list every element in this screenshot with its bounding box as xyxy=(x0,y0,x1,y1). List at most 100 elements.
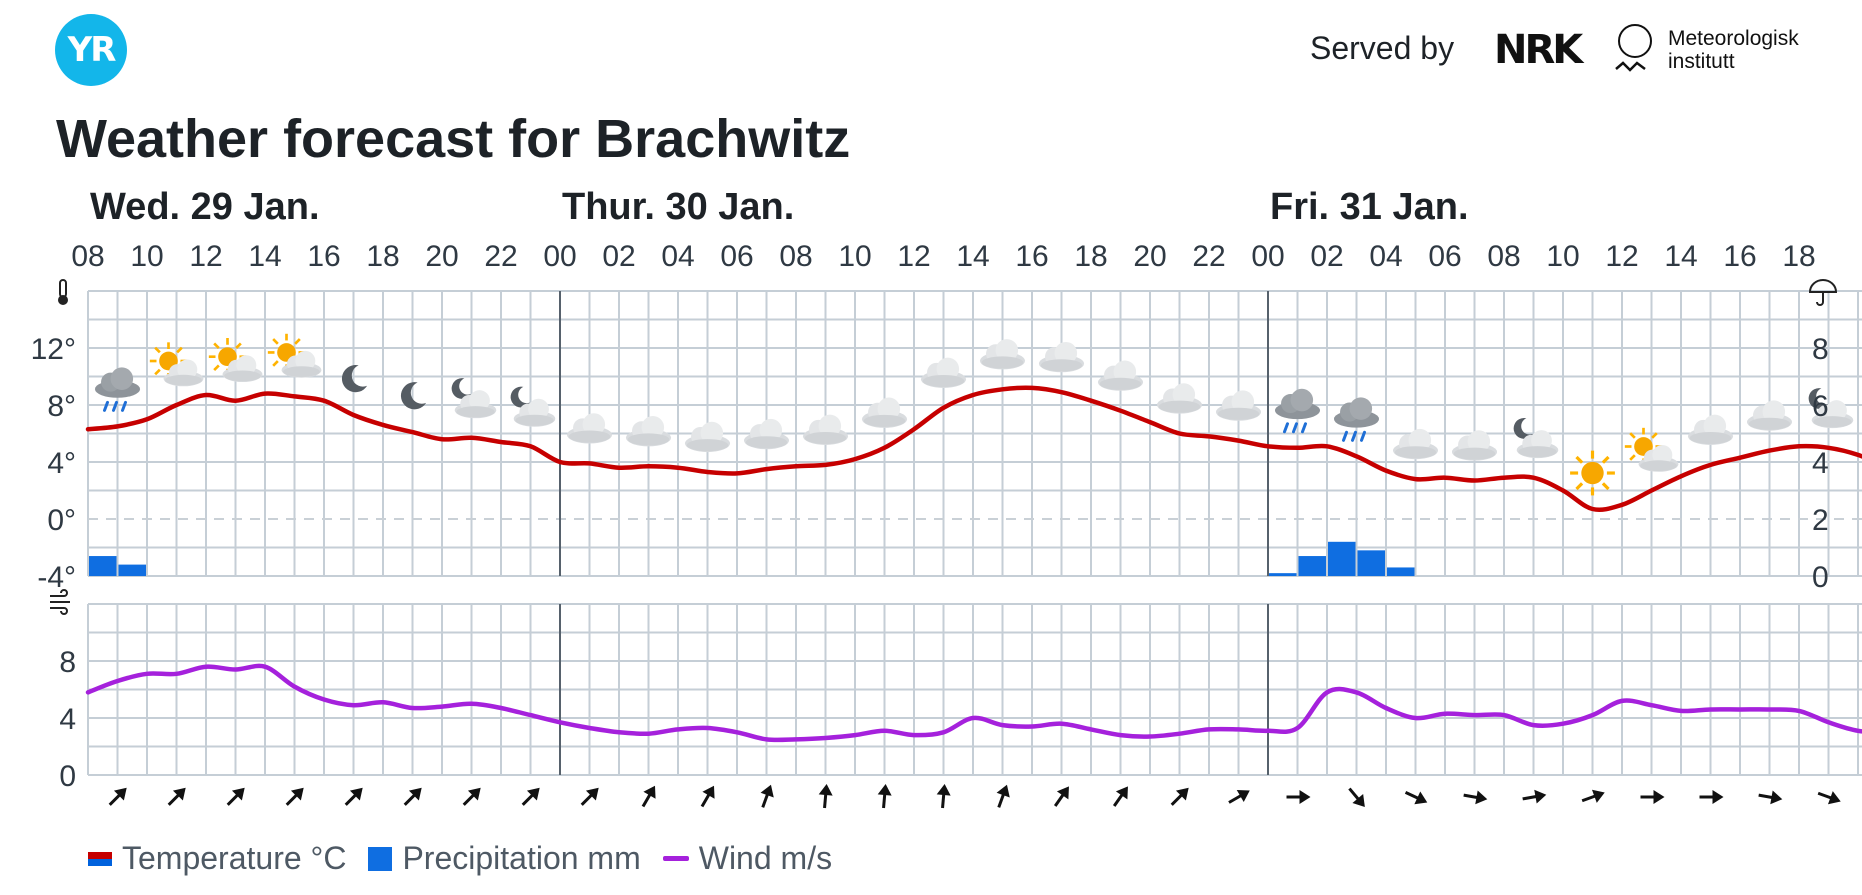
arrow-head xyxy=(1414,791,1428,805)
arrow-head xyxy=(408,787,422,801)
wind-direction-arrow-icon xyxy=(344,787,363,806)
nrk-logo[interactable]: NRK xyxy=(1494,27,1583,73)
cloud-shape xyxy=(684,421,731,453)
legend-wind-label: Wind m/s xyxy=(698,840,833,876)
hour-tick-label: 12 xyxy=(1605,240,1638,273)
arrow-head xyxy=(1712,790,1724,804)
arrow-head xyxy=(113,787,127,801)
met-logo-text[interactable]: Meteorologisk institutt xyxy=(1668,27,1799,73)
arrow-head xyxy=(290,787,304,801)
arrow-head xyxy=(467,787,481,801)
temperature-tick-label: 0° xyxy=(47,504,76,537)
wind-direction-arrow-icon xyxy=(1758,790,1783,805)
cloud-icon xyxy=(1451,430,1498,461)
day-label-1: Thur. 30 Jan. xyxy=(562,186,794,228)
wind-direction-arrow-icon xyxy=(1348,787,1365,807)
raindrop-shape xyxy=(1292,422,1298,434)
precipitation-tick-label: 4 xyxy=(1812,447,1829,480)
arrow-head xyxy=(1475,790,1488,805)
header: YR Served by NRK Meteorologisk institutt xyxy=(0,0,1862,100)
met-logo-circle-icon xyxy=(1618,24,1652,58)
yr-logo[interactable]: YR xyxy=(55,14,127,86)
cloud-shape xyxy=(1451,430,1498,461)
arrow-head xyxy=(936,784,951,796)
hour-tick-label: 02 xyxy=(602,240,635,273)
sun-icon xyxy=(1568,449,1617,498)
partly-cloudy-night-icon xyxy=(1513,418,1559,459)
hour-tick-label: 16 xyxy=(307,240,340,273)
wind-icon xyxy=(50,589,70,615)
hour-tick-label: 22 xyxy=(484,240,517,273)
wind-tick-label: 8 xyxy=(59,646,76,679)
arrow-head xyxy=(702,785,715,799)
arrow-head xyxy=(1175,787,1189,801)
temperature-tick-label: 12° xyxy=(31,333,76,366)
precipitation-tick-label: 8 xyxy=(1812,333,1829,366)
cloud-icon xyxy=(861,397,908,428)
raindrop-shape xyxy=(1360,430,1366,442)
wind-direction-arrow-icon xyxy=(1817,791,1841,805)
cloud-icon xyxy=(566,413,613,444)
precipitation-bar xyxy=(1357,550,1385,576)
wind-direction-arrow-icon xyxy=(1640,790,1665,804)
arrow-head xyxy=(877,784,892,796)
cloud-shape xyxy=(861,397,908,428)
cloud-icon xyxy=(1156,383,1203,414)
hour-tick-label: 14 xyxy=(1664,240,1697,273)
precipitation-tick-label: 6 xyxy=(1812,390,1829,423)
hour-tick-label: 14 xyxy=(956,240,989,273)
arrow-head xyxy=(172,787,186,801)
wind-tick-label: 0 xyxy=(59,760,76,793)
wind-direction-arrow-icon xyxy=(1699,790,1724,804)
wind-direction-arrow-icon xyxy=(226,787,245,806)
wind-direction-arrow-icon xyxy=(1581,789,1605,803)
precipitation-bar xyxy=(1269,573,1297,576)
legend-temperature: Temperature °C xyxy=(88,840,346,877)
hour-tick-label: 08 xyxy=(71,240,104,273)
cloud-shape xyxy=(802,414,849,445)
raindrop-shape xyxy=(112,400,118,412)
arrow-head xyxy=(1056,786,1069,800)
wind-direction-arrow-icon xyxy=(580,787,599,806)
precipitation-tick-label: 2 xyxy=(1812,504,1829,537)
precipitation-bar xyxy=(1387,567,1415,576)
rain-cloud-icon xyxy=(1274,388,1321,434)
wind-direction-arrow-icon xyxy=(1286,790,1311,804)
cloud-icon xyxy=(979,339,1026,370)
precipitation-bar xyxy=(118,564,146,576)
hour-tick-label: 06 xyxy=(1428,240,1461,273)
hour-tick-label: 18 xyxy=(1074,240,1107,273)
legend-wind-swatch xyxy=(662,856,689,861)
arrow-head xyxy=(1591,789,1605,803)
hour-tick-label: 20 xyxy=(425,240,458,273)
arrow-head xyxy=(1115,786,1128,800)
cloud-icon xyxy=(684,421,731,453)
arrow-head xyxy=(585,787,599,801)
wind-direction-arrow-icon xyxy=(521,787,540,806)
wind-direction-arrow-icon xyxy=(1522,789,1547,804)
hour-tick-label: 18 xyxy=(366,240,399,273)
dark-cloud-shape xyxy=(94,367,141,398)
raindrop-shape xyxy=(1301,422,1307,434)
met-logo-line2: institutt xyxy=(1668,50,1735,73)
arrow-head xyxy=(349,787,363,801)
met-logo-wave-icon xyxy=(1615,61,1646,72)
raindrop-shape xyxy=(1342,430,1348,442)
legend-precipitation-swatch xyxy=(368,846,393,871)
hour-tick-label: 00 xyxy=(1251,240,1284,273)
temperature-tick-label: -4° xyxy=(37,561,76,594)
raindrop-shape xyxy=(1283,422,1289,434)
hour-tick-label: 08 xyxy=(779,240,812,273)
legend-precipitation-label: Precipitation mm xyxy=(402,840,641,876)
legend-precipitation: Precipitation mm xyxy=(368,840,641,877)
thermometer-icon xyxy=(58,279,68,305)
arrow-head xyxy=(231,787,245,801)
hour-tick-label: 16 xyxy=(1723,240,1756,273)
rain-cloud-icon xyxy=(94,367,141,412)
legend-temperature-swatch xyxy=(88,849,112,868)
rain-cloud-icon xyxy=(1333,397,1380,442)
partly-cloudy-night-icon xyxy=(451,378,497,419)
sun-shape xyxy=(1568,449,1617,498)
legend-wind: Wind m/s xyxy=(662,840,833,877)
